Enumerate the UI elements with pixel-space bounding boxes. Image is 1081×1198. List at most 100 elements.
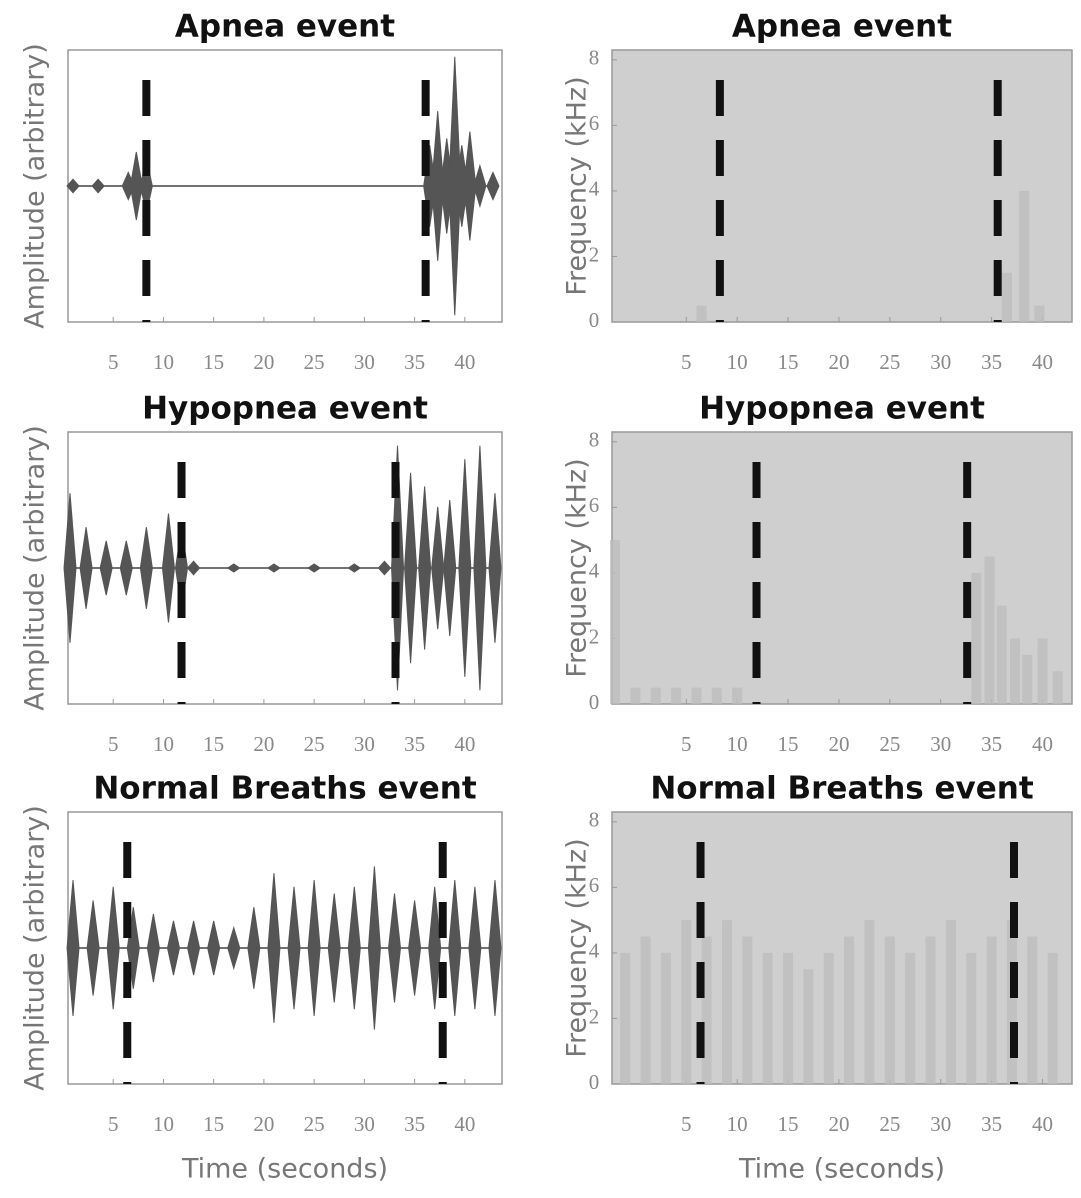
x-tick-label: 40: [1032, 1112, 1053, 1136]
x-tick-label: 5: [681, 732, 692, 756]
y-tick-label: 0: [589, 1070, 600, 1094]
y-tick-label: 4: [589, 939, 600, 963]
x-tick-label: 10: [153, 732, 174, 756]
spectrogram-band: [966, 952, 977, 1084]
spectrogram-band: [1019, 190, 1030, 322]
spectrogram-band: [971, 572, 982, 704]
x-tick-label: 20: [253, 1112, 274, 1136]
spectrogram-band: [1037, 638, 1048, 704]
waveform-burst: [207, 920, 221, 976]
spectrogram-band: [803, 969, 814, 1084]
x-tick-label: 5: [681, 350, 692, 374]
waveform-burst: [486, 171, 500, 201]
x-tick-label: 10: [727, 732, 748, 756]
spectrogram-band: [1034, 305, 1045, 322]
waveform-burst: [428, 886, 442, 1010]
x-tick-label: 25: [879, 732, 900, 756]
y-tick-label: 6: [589, 111, 600, 135]
y-tick-label: 0: [589, 690, 600, 714]
waveform-burst: [367, 866, 381, 1030]
spectrogram-band: [905, 952, 916, 1084]
waveform-burst: [448, 879, 462, 1017]
waveform-burst: [347, 886, 361, 1010]
waveform-burst: [307, 563, 322, 573]
y-axis-label: Frequency (kHz): [562, 76, 593, 295]
spectrogram-band: [864, 920, 875, 1084]
x-tick-label: 25: [879, 1112, 900, 1136]
x-tick-label: 40: [454, 732, 475, 756]
x-tick-label: 40: [454, 1112, 475, 1136]
spectrogram-band: [691, 687, 702, 704]
x-tick-label: 35: [404, 732, 425, 756]
x-tick-label: 5: [681, 1112, 692, 1136]
waveform-burst: [99, 540, 113, 596]
x-tick-label: 20: [253, 732, 274, 756]
spectrogram-band: [742, 936, 753, 1084]
spectrogram-band: [1010, 638, 1021, 704]
spectrogram-band: [925, 936, 936, 1084]
x-tick-label: 30: [354, 350, 375, 374]
waveform-burst: [287, 886, 301, 1010]
y-axis-label: Amplitude (arbitrary): [20, 805, 51, 1091]
waveform-burst: [418, 486, 432, 650]
waveform-burst: [327, 893, 341, 1003]
spectrogram-band: [884, 936, 895, 1084]
x-tick-label: 35: [404, 1112, 425, 1136]
spectrogram-band: [996, 605, 1007, 704]
waveform-burst: [473, 163, 487, 209]
waveform-burst: [347, 563, 362, 573]
waveform-burst: [267, 563, 281, 573]
spectrogram-band: [711, 687, 722, 704]
waveform-burst: [247, 907, 261, 989]
waveform-burst: [488, 493, 502, 643]
x-tick-label: 20: [828, 732, 849, 756]
waveform-burst: [473, 445, 487, 691]
y-tick-label: 2: [589, 624, 600, 648]
x-tick-label: 30: [354, 732, 375, 756]
x-tick-label: 35: [981, 732, 1002, 756]
spectrogram-band: [732, 687, 743, 704]
x-tick-label: 20: [253, 350, 274, 374]
y-tick-label: 8: [589, 428, 600, 452]
plot-area: [611, 811, 1073, 1085]
waveform-burst: [226, 563, 241, 573]
x-tick-label: 40: [1032, 350, 1053, 374]
x-tick-label: 25: [304, 1112, 325, 1136]
x-tick-label: 15: [203, 732, 224, 756]
x-tick-label: 20: [828, 1112, 849, 1136]
waveform-burst: [488, 879, 502, 1017]
spectrogram-band: [1022, 654, 1033, 704]
spectrogram-band: [671, 687, 682, 704]
waveform-burst: [79, 527, 93, 609]
spectrogram-band: [783, 952, 794, 1084]
x-tick-label: 35: [981, 350, 1002, 374]
x-tick-label: 10: [153, 1112, 174, 1136]
waveform-burst: [307, 879, 321, 1017]
x-tick-label: 15: [203, 350, 224, 374]
x-tick-label: 25: [304, 350, 325, 374]
spectrogram-band: [945, 920, 956, 1084]
x-tick-label: 10: [727, 1112, 748, 1136]
x-tick-label: 25: [304, 732, 325, 756]
waveform-burst: [458, 459, 472, 677]
spectrogram-band: [984, 556, 995, 704]
x-tick-label: 25: [879, 350, 900, 374]
x-tick-label: 5: [108, 732, 119, 756]
spectrogram-band: [650, 687, 661, 704]
waveform-burst: [106, 886, 120, 1010]
waveform-burst: [66, 178, 80, 194]
y-tick-label: 0: [589, 308, 600, 332]
x-tick-label: 10: [727, 350, 748, 374]
waveform-burst: [443, 499, 457, 637]
waveform-burst: [86, 900, 100, 996]
spectrogram-band: [844, 936, 855, 1084]
spectrogram-band: [1052, 671, 1063, 704]
x-tick-label: 35: [981, 1112, 1002, 1136]
y-tick-label: 2: [589, 1004, 600, 1028]
waveform-burst: [63, 493, 77, 643]
y-tick-label: 6: [589, 873, 600, 897]
spectrogram-band: [610, 540, 621, 704]
y-tick-label: 2: [589, 242, 600, 266]
waveform-burst: [267, 873, 281, 1023]
